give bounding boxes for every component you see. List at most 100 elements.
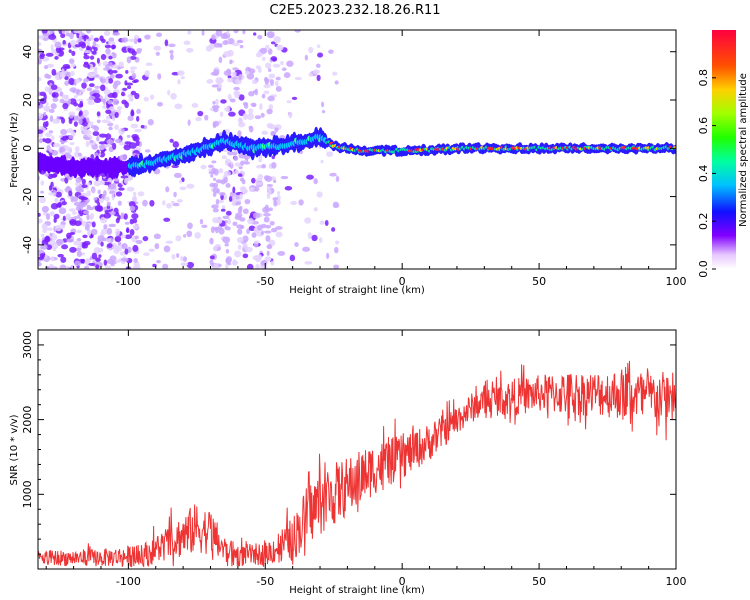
- spectrogram-noise-blob: [48, 63, 52, 68]
- spectrogram-noise-blob: [41, 223, 47, 230]
- spectrogram-noise-blob: [38, 212, 41, 217]
- spectrogram-noise-blob: [124, 101, 129, 109]
- spectrogram-noise-blob: [75, 205, 81, 212]
- spectrogram-noise-blob: [83, 35, 87, 42]
- spectrogram-noise-blob: [168, 43, 176, 48]
- spectrogram-noise-blob: [233, 30, 239, 34]
- spectrogram-noise-blob: [45, 227, 53, 231]
- spectrogram-noise-blob: [251, 232, 257, 238]
- spectrogram-noise-blob: [96, 57, 100, 64]
- spectrogram-noise-blob: [132, 244, 139, 252]
- spectrogram-noise-blob: [290, 200, 298, 206]
- spectrogram-noise-blob: [117, 241, 122, 246]
- spectrogram-noise-blob: [211, 160, 217, 164]
- spectrogram-noise-blob: [86, 206, 95, 211]
- spectrogram-noise-blob: [269, 220, 275, 226]
- spectrogram-noise-blob: [242, 253, 249, 259]
- spectrogram-noise-blob: [298, 199, 304, 206]
- spectrogram-noise-blob: [186, 47, 194, 53]
- spectrogram-noise-blob: [82, 234, 88, 239]
- spectrogram-noise-blob: [272, 179, 277, 184]
- spectrogram-noise-blob: [180, 76, 185, 80]
- spectrogram-noise-blob: [50, 84, 58, 90]
- spectrogram-noise-blob: [81, 241, 87, 249]
- spectrogram-noise-blob: [117, 200, 122, 206]
- spectrogram-noise-blob: [289, 254, 296, 262]
- spectrogram-noise-blob: [227, 150, 234, 156]
- spectrogram-noise-blob: [50, 242, 59, 250]
- spectrogram-noise-blob: [114, 111, 119, 119]
- spectrogram-noise-blob: [58, 30, 63, 35]
- spectrogram-noise-blob: [100, 53, 107, 61]
- spectrogram-noise-blob: [38, 41, 42, 47]
- spectrogram-noise-blob: [276, 44, 282, 48]
- spectrogram-noise-blob: [108, 78, 114, 84]
- spectrogram-noise-blob: [148, 248, 155, 253]
- spectrogram-noise-blob: [246, 113, 255, 121]
- spectrogram-noise-blob: [225, 210, 232, 216]
- spectrogram-noise-blob: [135, 140, 140, 147]
- spectrogram-noise-blob: [39, 91, 46, 97]
- spectrogram-noise-blob: [225, 263, 229, 269]
- spectrogram-noise-blob: [239, 193, 243, 200]
- y-tick-label: 40: [21, 45, 34, 59]
- spectrogram-noise-blob: [39, 196, 46, 204]
- colorbar: 0.0 0.2 0.4 0.6 0.8 Normalized spectral ampl…: [697, 30, 749, 278]
- spectrogram-noise-blob: [105, 109, 112, 115]
- spectrogram-noise-blob: [52, 97, 59, 103]
- spectrogram-noise-blob: [157, 73, 162, 80]
- spectrogram-noise-blob: [286, 60, 294, 67]
- spectrogram-noise-blob: [253, 32, 257, 36]
- spectrogram-noise-blob: [45, 132, 53, 138]
- spectrogram-noise-blob: [88, 95, 96, 100]
- spectrogram-noise-blob: [44, 65, 49, 70]
- spectrogram-noise-blob: [52, 172, 58, 178]
- spectrogram-noise-blob: [304, 54, 309, 61]
- spectrogram-noise-blob: [68, 111, 76, 117]
- spectrogram-noise-blob: [133, 191, 137, 197]
- spectrogram-noise-blob: [49, 148, 53, 153]
- spectrogram-noise-blob: [62, 40, 66, 45]
- spectrogram-noise-blob: [108, 190, 116, 195]
- spectrogram-noise-blob: [142, 235, 149, 242]
- spectrogram-noise-blob: [103, 67, 111, 71]
- spectrogram-noise-blob: [274, 127, 279, 132]
- spectrogram-noise-blob: [38, 59, 42, 65]
- spectrogram-noise-blob: [108, 37, 115, 43]
- spectrogram-noise-blob: [312, 69, 320, 75]
- colorbar-tick-label: 0.4: [697, 165, 710, 183]
- spectrogram-noise-blob: [238, 121, 246, 128]
- spectrogram-noise-blob: [60, 117, 66, 124]
- spectrogram-noise-blob: [248, 187, 256, 191]
- spectrogram-noise-blob: [265, 44, 270, 50]
- spectrogram-noise-blob: [133, 261, 140, 268]
- spectrogram-noise-blob: [49, 232, 53, 237]
- spectrogram-noise-blob: [218, 56, 223, 64]
- spectrogram-noise-blob: [280, 175, 289, 180]
- spectrogram-noise-blob: [261, 163, 266, 169]
- spectrogram-noise-blob: [227, 75, 232, 79]
- spectrogram-noise-blob: [62, 135, 67, 142]
- spectrogram-noise-blob: [130, 109, 135, 117]
- spectrogram-noise-blob: [267, 189, 272, 195]
- spectrogram-noise-blob: [256, 164, 263, 169]
- spectrogram-noise-blob: [130, 69, 135, 74]
- spectrogram-noise-blob: [126, 134, 131, 138]
- spectrogram-noise-blob: [229, 98, 236, 103]
- spectrogram-noise-blob: [128, 174, 132, 182]
- spectrogram-noise-blob: [211, 84, 219, 88]
- spectrogram-noise-blob: [231, 200, 237, 204]
- spectrogram-noise-blob: [215, 30, 223, 37]
- spectrogram-noise-blob: [55, 203, 62, 208]
- spectrogram-noise-blob: [248, 225, 256, 231]
- spectrogram-noise-blob: [126, 56, 132, 64]
- spectrogram-noise-blob: [78, 30, 83, 35]
- spectrogram-noise-blob: [144, 149, 151, 153]
- spectrogram-noise-blob: [231, 151, 238, 156]
- spectrogram-noise-blob: [45, 52, 54, 57]
- spectrogram-noise-blob: [219, 111, 224, 118]
- spectrogram-noise-blob: [50, 103, 57, 110]
- spectrogram-noise-blob: [149, 199, 155, 207]
- spectrogram-noise-blob: [242, 30, 246, 35]
- spectrogram-noise-blob: [93, 97, 102, 104]
